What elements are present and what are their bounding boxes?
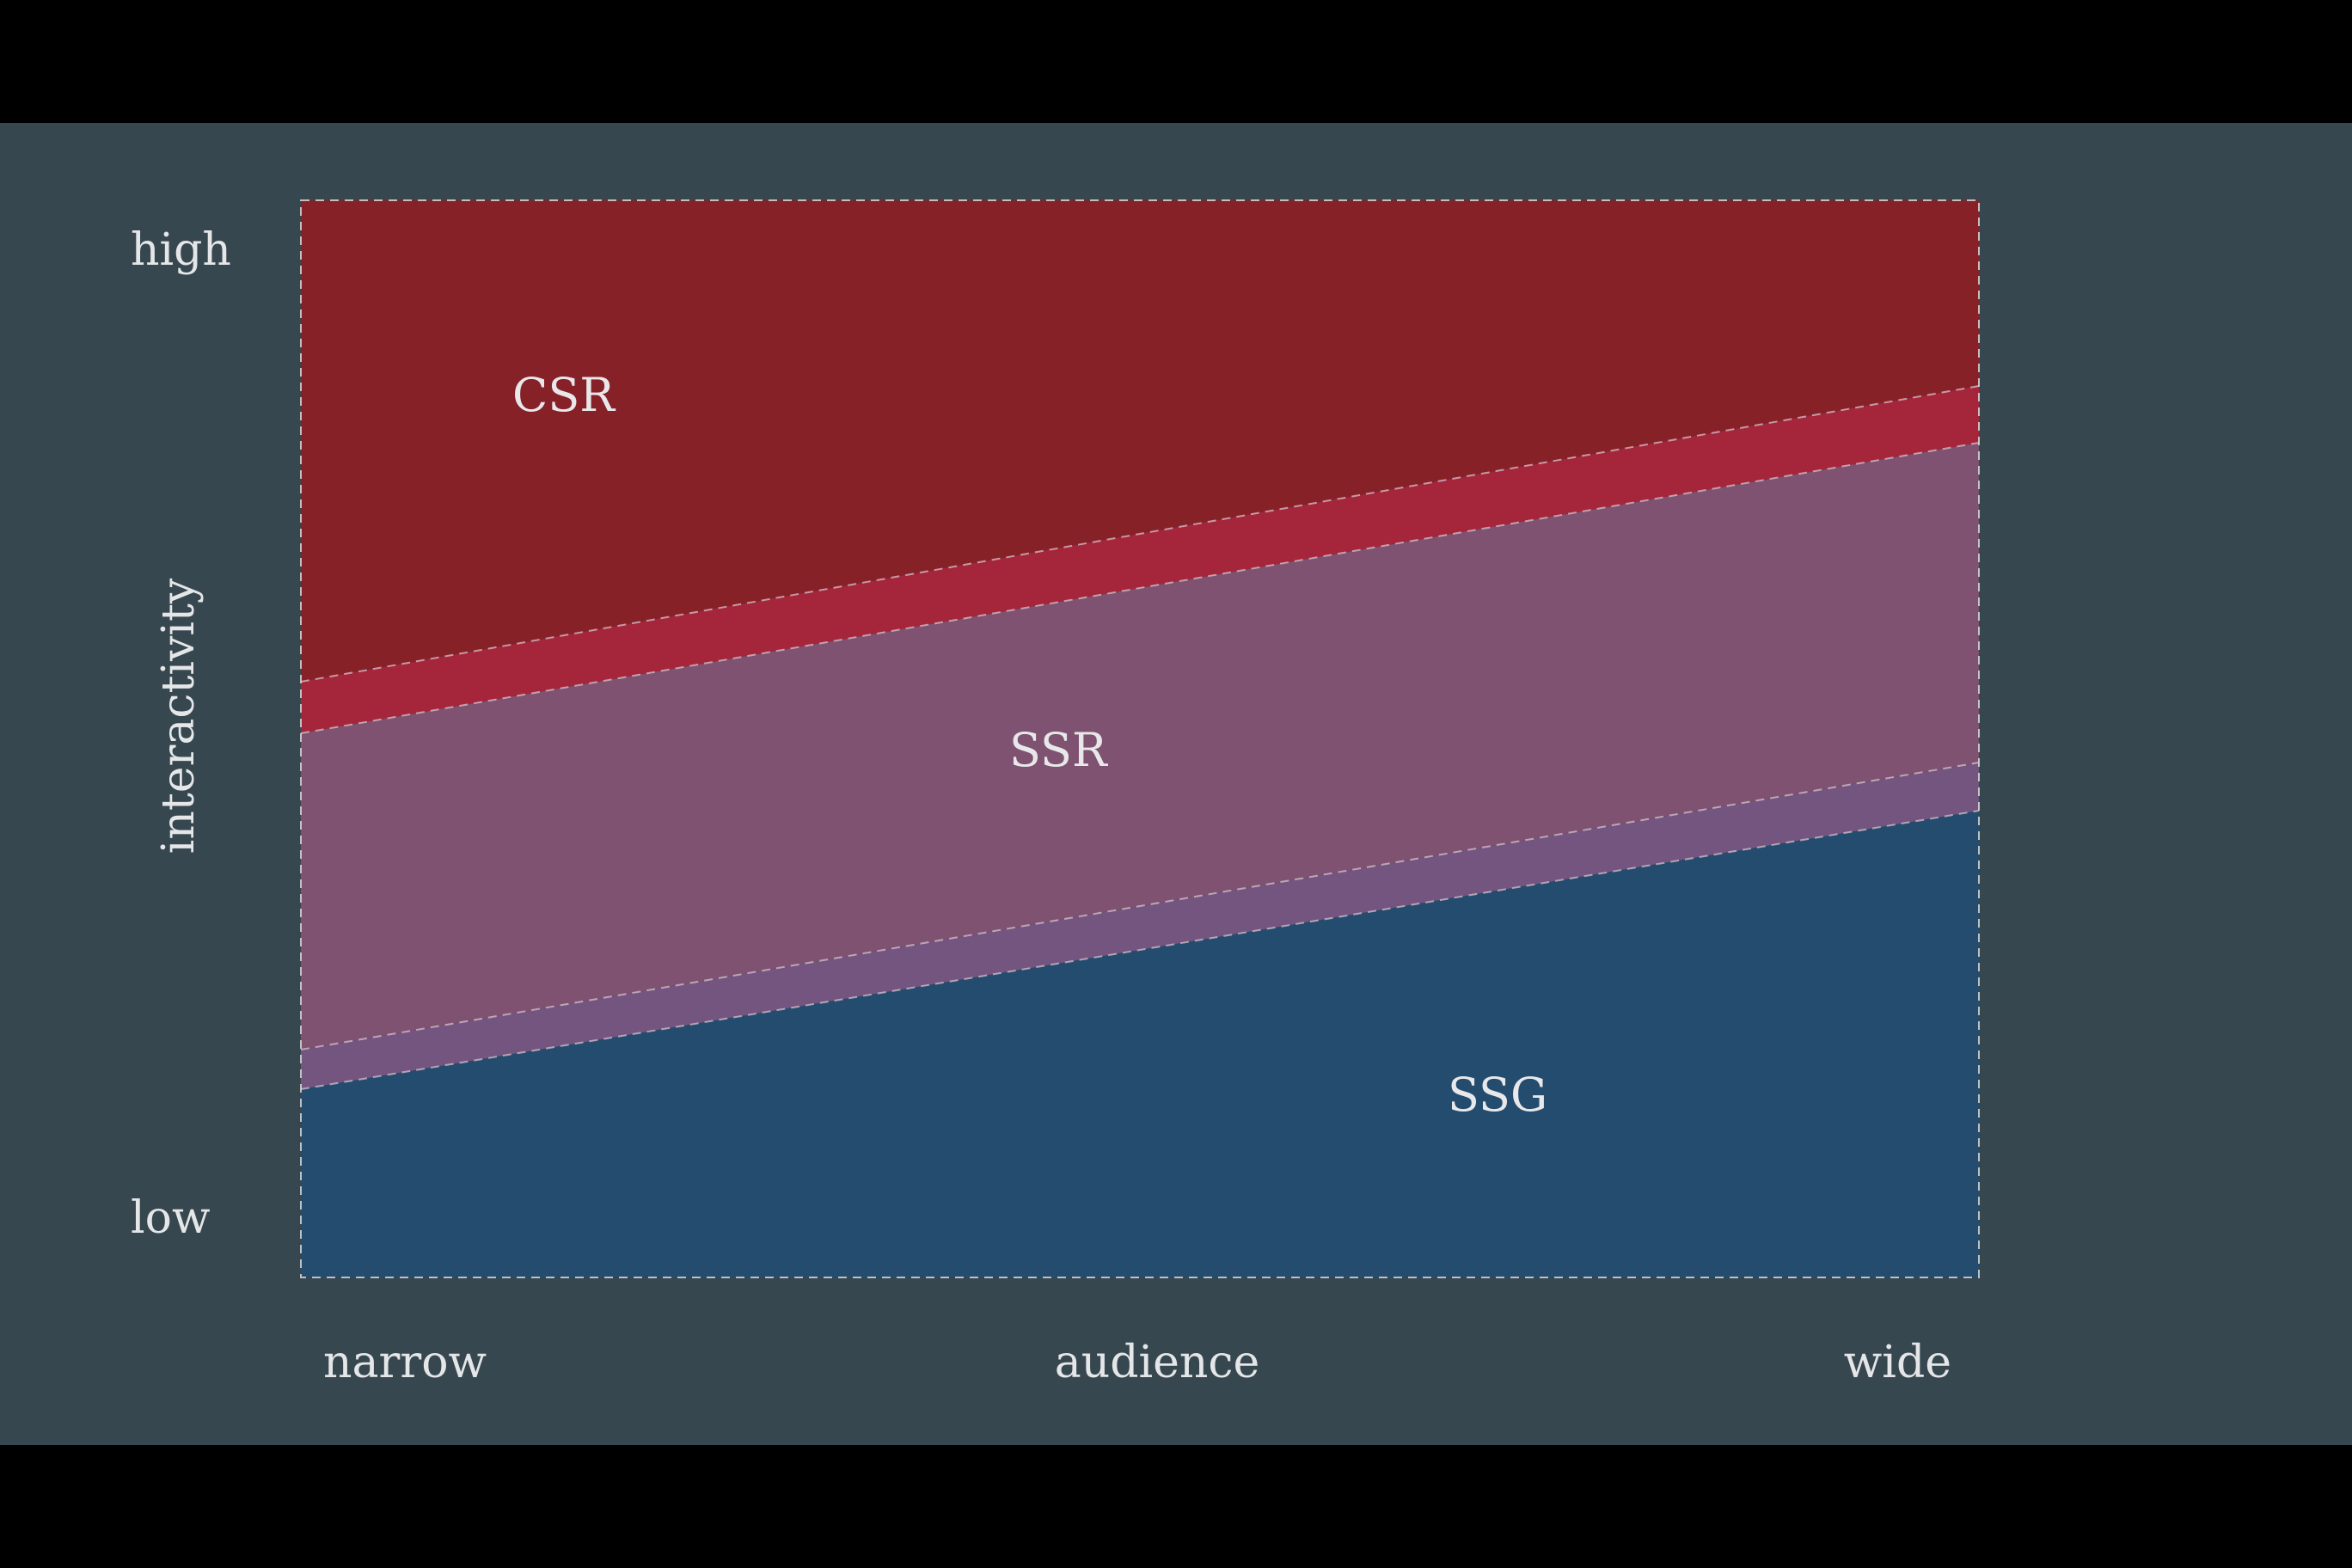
boundary-ssr-top (300, 385, 1980, 683)
region-ssg (301, 811, 1979, 1277)
boundary-ssg-top (300, 762, 1980, 1050)
region-label-csr: CSR (512, 368, 615, 422)
letterbox-top (0, 0, 2352, 123)
rendering-strategy-diagram: high low interactivity narrow audience w… (0, 123, 2352, 1445)
region-ssr-ssg-overlap (301, 763, 1979, 1089)
x-axis-right-label: wide (1843, 1337, 1951, 1388)
region-csr-ssr-overlap (301, 386, 1979, 733)
x-axis-left-label: narrow (323, 1337, 487, 1388)
region-label-ssg: SSG (1448, 1068, 1548, 1122)
region-csr (301, 200, 1979, 682)
region-ssr (301, 443, 1979, 1050)
boundary-csr-bottom (300, 442, 1980, 734)
y-axis-high-label: high (131, 224, 231, 276)
region-label-ssr: SSR (1009, 723, 1107, 777)
boundary-ssr-bottom (300, 810, 1980, 1090)
diagram-frame (300, 199, 1980, 1278)
diagram-canvas (300, 199, 1980, 1278)
slide: high low interactivity narrow audience w… (0, 123, 2352, 1445)
y-axis-low-label: low (131, 1192, 211, 1244)
letterbox-bottom (0, 1445, 2352, 1568)
x-axis-title: audience (1054, 1337, 1260, 1388)
y-axis-title: interactivity (153, 578, 205, 854)
